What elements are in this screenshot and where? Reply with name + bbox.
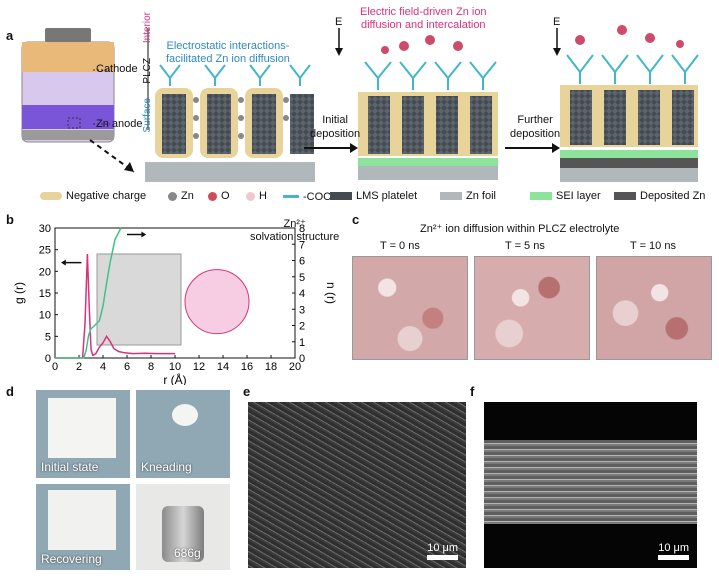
anode-label: Zn anode [96,118,143,130]
rdf-chart: 0 2 4 6 8 10 12 14 16 18 20051015202530012345678r … [12,223,338,385]
y2-tick-label: 2 [299,321,305,333]
panel-a-label: a [6,28,14,43]
plcz-label: PLCZ [142,58,153,84]
legend-sei: SEI layer [530,190,601,202]
further-deposition-label: Further deposition [510,114,561,140]
y-axis-label: g (r) [12,282,26,304]
x-tick-label: 4 [100,361,106,373]
legend-coo: -COO⁻ [283,190,338,203]
panel-d-label: d [6,384,14,399]
y2-tick-label: 1 [299,337,305,349]
x-tick-label: 0 [52,361,58,373]
panel-f-label: f [470,384,475,399]
e-field-label-2: E [553,16,561,28]
y2-tick-label: 8 [299,223,305,235]
legend-deposited-zn: Deposited Zn [614,190,705,202]
legend-h: H [246,190,267,202]
e-field-label-1: E [335,16,343,28]
stage-3-structure [560,25,699,182]
y2-tick-label: 0 [299,353,305,365]
legend-lms: LMS platelet [330,190,417,202]
photo-kneading: Kneading [136,390,230,478]
x-tick-label: 2 [76,361,82,373]
legend-o: O [208,190,230,202]
x-tick-label: 6 [124,361,130,373]
photo-weight: 686g [136,484,230,570]
panel-c-label: c [352,212,360,227]
y2-tick-label: 5 [299,272,305,284]
panel-e-label: e [243,384,251,399]
y-tick-label: 5 [45,331,51,343]
x-tick-label: 10 [169,361,181,373]
surface-label: Surface [142,98,153,133]
legend-zn-foil: Zn foil [440,190,496,202]
y-tick-label: 25 [39,245,51,257]
x-axis-label: r (Å) [163,372,186,385]
initial-deposition-label: Initial deposition [310,114,361,140]
y2-tick-label: 3 [299,304,305,316]
panel-a-schematic [21,25,699,182]
series-line-1 [55,227,122,359]
x-tick-label: 12 [193,361,205,373]
solvation-annotation: Zn²⁺ solvation structure [250,218,340,243]
electrostatic-label: Electrostatic interactions-facilitated Z… [166,40,290,65]
x-tick-label: 8 [148,361,154,373]
time-label-10: T = 10 ns [630,240,676,252]
stage-1-structure [145,64,315,182]
sem-image-surface: 10 μm [248,402,466,568]
simulation-snapshot-0 [352,256,468,360]
scale-bar-e: 10 μm [427,542,458,560]
y-tick-label: 30 [39,223,51,235]
y2-tick-label: 4 [299,288,305,300]
interior-label: Interior [142,12,153,44]
stage-2-structure [358,35,498,180]
field-driven-label: Electric field-driven Zn ion diffusion an… [360,6,487,31]
inset-snapshot [96,253,182,346]
photo-initial-state: Initial state [36,390,130,478]
panel-b-label: b [6,212,14,227]
time-label-0: T = 0 ns [380,240,420,252]
inset-zoom-circle [184,269,250,335]
photo-recovering: Recovering [36,484,130,570]
cathode-label: Cathode [96,63,138,75]
legend-negative-charge: Negative charge [40,190,146,202]
simulation-snapshot-10 [596,256,712,360]
left-axis-arrowhead [61,259,66,266]
simulation-snapshot-5 [474,256,590,360]
x-tick-label: 14 [217,361,229,373]
x-tick-label: 20 [289,361,301,373]
y2-tick-label: 7 [299,239,305,251]
time-label-5: T = 5 ns [505,240,545,252]
y-tick-label: 10 [39,310,51,322]
y-tick-label: 20 [39,266,51,278]
right-axis-arrowhead [141,231,147,238]
y-tick-label: 0 [45,353,51,365]
sem-image-cross-section: 10 μm [484,402,697,568]
y2-tick-label: 6 [299,256,305,268]
x-tick-label: 18 [265,361,277,373]
series-line-0 [55,253,175,359]
y-tick-label: 15 [39,288,51,300]
scale-bar-f: 10 μm [658,542,689,560]
x-tick-label: 16 [241,361,253,373]
legend-zn: Zn [168,190,194,202]
y2-axis-label: n (r) [324,282,338,304]
panel-c-title: Zn²⁺ ion diffusion within PLCZ electroly… [420,223,620,235]
